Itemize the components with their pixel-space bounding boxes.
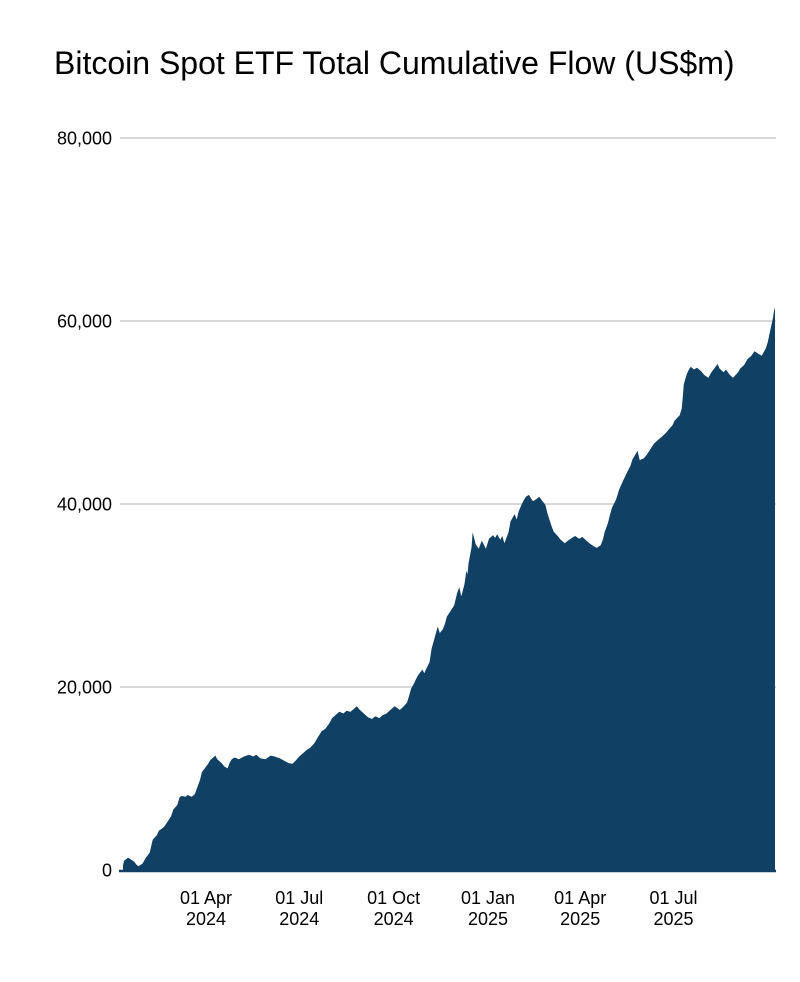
y-tick-label-0: 0	[102, 861, 112, 881]
y-tick-label-40000: 40,000	[57, 495, 112, 515]
y-tick-label-60000: 60,000	[57, 312, 112, 332]
y-tick-label-20000: 20,000	[57, 678, 112, 698]
x-tick-label-5: 01 Jul 2025	[649, 888, 697, 929]
x-tick-label-4: 01 Apr 2025	[554, 888, 606, 929]
cumulative-flow-area	[123, 307, 775, 870]
y-tick-label-80000: 80,000	[57, 129, 112, 149]
x-tick-label-1: 01 Jul 2024	[275, 888, 323, 929]
chart-title: Bitcoin Spot ETF Total Cumulative Flow (…	[54, 45, 735, 81]
x-tick-label-2: 01 Oct 2024	[367, 888, 420, 929]
x-tick-label-0: 01 Apr 2024	[180, 888, 232, 929]
x-tick-label-3: 01 Jan 2025	[461, 888, 515, 929]
